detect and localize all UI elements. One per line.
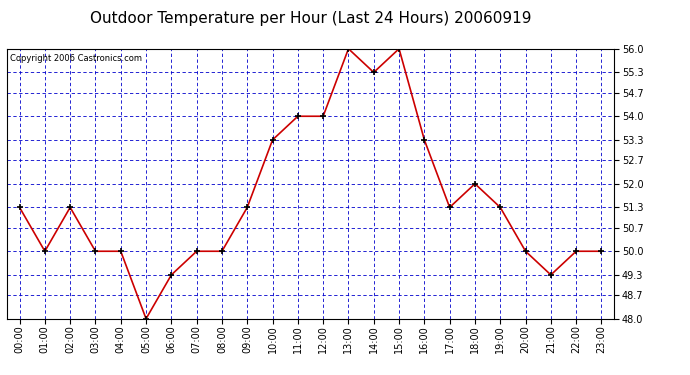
Text: Outdoor Temperature per Hour (Last 24 Hours) 20060919: Outdoor Temperature per Hour (Last 24 Ho… [90, 11, 531, 26]
Text: Copyright 2006 Castronics.com: Copyright 2006 Castronics.com [10, 54, 142, 63]
